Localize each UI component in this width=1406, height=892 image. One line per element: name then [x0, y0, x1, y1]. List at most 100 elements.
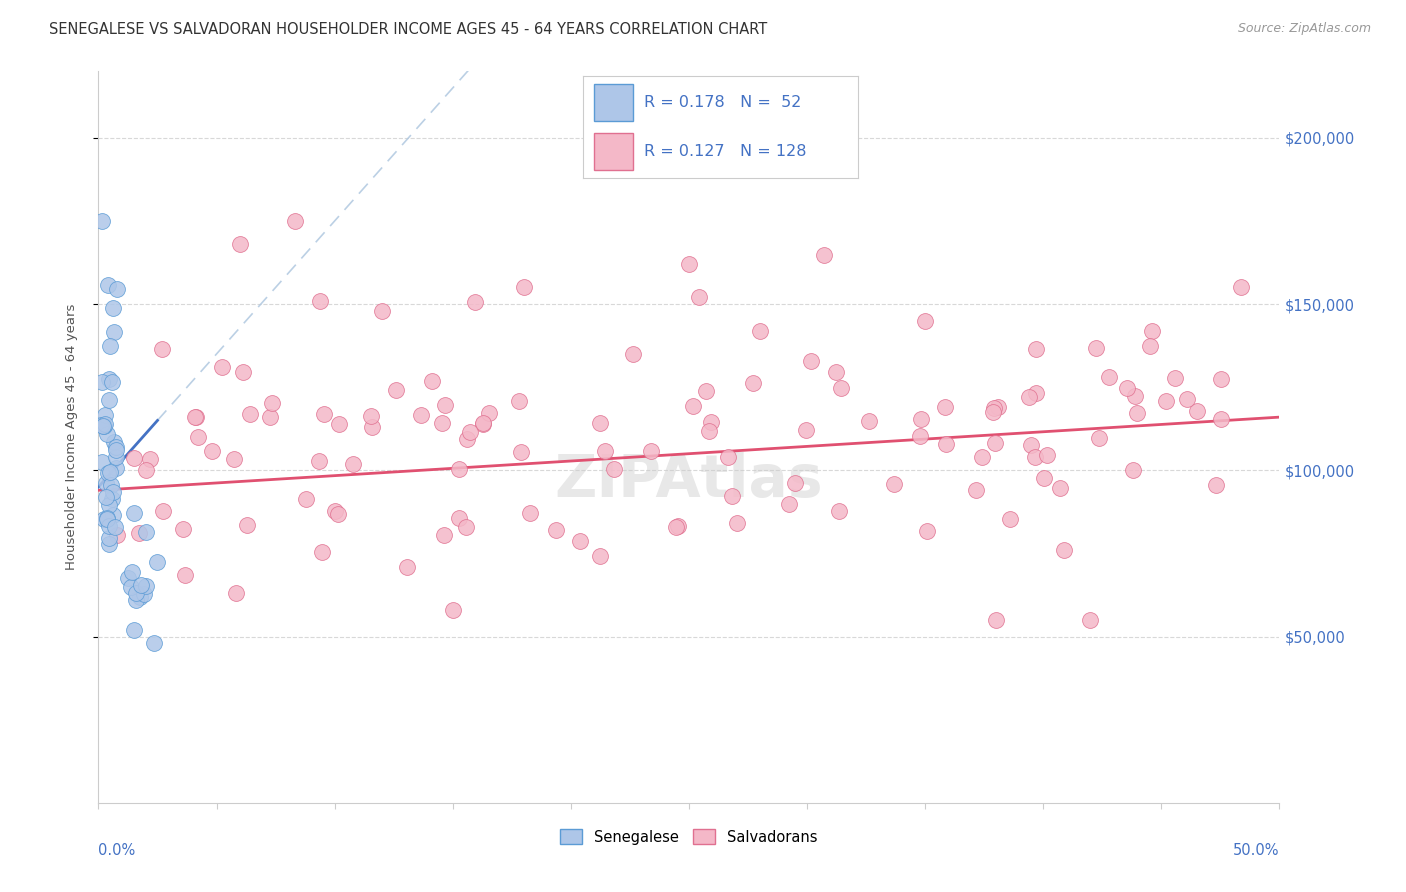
Point	[328, 417, 350, 432]
Point	[342, 458, 364, 472]
Point	[914, 314, 936, 328]
Point	[91, 375, 114, 389]
Point	[96, 510, 118, 524]
FancyBboxPatch shape	[595, 133, 633, 170]
FancyBboxPatch shape	[595, 84, 633, 121]
Point	[984, 613, 1007, 627]
Point	[464, 294, 486, 309]
Point	[813, 248, 835, 262]
Point	[104, 460, 127, 475]
Point	[105, 450, 128, 464]
Point	[665, 520, 688, 534]
Point	[128, 526, 150, 541]
Point	[1122, 463, 1144, 477]
Point	[800, 354, 823, 368]
Legend: Senegalese, Salvadorans: Senegalese, Salvadorans	[554, 823, 824, 850]
Point	[1033, 471, 1056, 485]
Point	[371, 303, 394, 318]
Point	[222, 452, 245, 467]
Point	[101, 491, 124, 506]
Point	[308, 453, 330, 467]
Point	[1097, 369, 1119, 384]
Point	[104, 519, 127, 533]
Point	[142, 636, 165, 650]
Point	[688, 291, 710, 305]
Point	[603, 462, 626, 476]
Point	[828, 504, 851, 518]
Point	[138, 452, 160, 467]
Point	[93, 417, 115, 431]
Point	[1126, 406, 1149, 420]
Point	[101, 376, 124, 390]
Point	[105, 282, 128, 296]
Point	[721, 489, 744, 503]
Point	[121, 580, 143, 594]
Point	[309, 293, 332, 308]
Point	[94, 475, 117, 490]
Point	[420, 374, 443, 388]
Point	[1209, 372, 1232, 386]
Point	[1175, 392, 1198, 406]
Text: SENEGALESE VS SALVADORAN HOUSEHOLDER INCOME AGES 45 - 64 YEARS CORRELATION CHART: SENEGALESE VS SALVADORAN HOUSEHOLDER INC…	[49, 22, 768, 37]
Point	[94, 490, 117, 504]
Point	[1036, 448, 1059, 462]
Point	[908, 429, 931, 443]
Point	[187, 430, 209, 444]
Point	[173, 568, 195, 582]
Point	[122, 450, 145, 465]
Point	[129, 578, 152, 592]
Point	[150, 343, 173, 357]
Point	[478, 406, 501, 420]
Point	[236, 517, 259, 532]
Point	[508, 394, 530, 409]
Point	[987, 400, 1010, 414]
Point	[101, 301, 124, 316]
Point	[360, 409, 382, 423]
Point	[125, 586, 148, 600]
Point	[471, 417, 494, 431]
Point	[103, 434, 125, 449]
Point	[589, 416, 612, 430]
Point	[94, 408, 117, 422]
Point	[471, 417, 494, 431]
Point	[201, 444, 224, 458]
Point	[1211, 411, 1233, 425]
Point	[1085, 342, 1108, 356]
Point	[1164, 371, 1187, 385]
Point	[294, 491, 316, 506]
Point	[326, 507, 349, 521]
Point	[447, 462, 470, 476]
Point	[146, 555, 169, 569]
Point	[430, 417, 453, 431]
Point	[456, 432, 478, 446]
Point	[998, 512, 1021, 526]
Point	[858, 414, 880, 428]
Point	[97, 278, 120, 293]
Point	[122, 623, 145, 637]
Point	[1115, 381, 1137, 395]
Point	[98, 372, 121, 386]
Point	[965, 483, 987, 497]
Point	[121, 565, 143, 579]
Point	[512, 280, 534, 294]
Point	[284, 214, 307, 228]
Point	[984, 435, 1007, 450]
Text: Source: ZipAtlas.com: Source: ZipAtlas.com	[1237, 22, 1371, 36]
Point	[132, 587, 155, 601]
Point	[725, 516, 748, 531]
Point	[1080, 613, 1102, 627]
Point	[824, 365, 846, 379]
Point	[93, 512, 115, 526]
Point	[98, 339, 121, 353]
Point	[509, 445, 531, 459]
Point	[260, 396, 283, 410]
Point	[785, 475, 807, 490]
Point	[385, 383, 408, 397]
Point	[97, 532, 120, 546]
Point	[312, 407, 335, 421]
Text: ZIPAtlas: ZIPAtlas	[554, 452, 824, 509]
Point	[666, 519, 689, 533]
Point	[1205, 477, 1227, 491]
Point	[93, 419, 115, 434]
Point	[983, 405, 1005, 419]
